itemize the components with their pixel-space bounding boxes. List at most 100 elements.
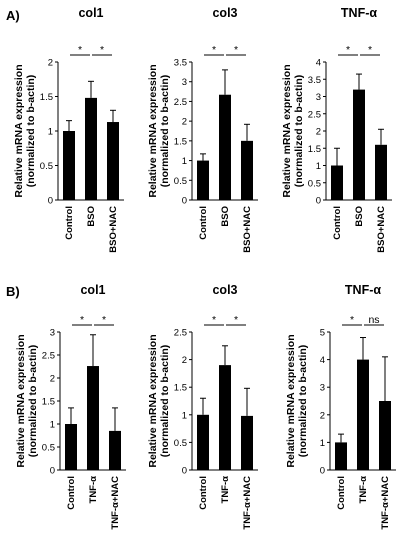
y-axis-label-line: Relative mRNA expression [15,334,27,467]
chart-title: col1 [80,283,105,297]
y-tick-label: 0.5 [174,176,187,187]
y-tick-label: 3.5 [308,75,321,86]
significance-label: * [212,314,216,326]
chart-title: col3 [212,283,237,297]
bar [353,89,365,200]
bar [219,94,231,200]
y-axis-label-line: (normalized to b-actin) [159,75,171,188]
significance-label: * [102,314,106,326]
chart-4: col1 Relative mRNA expression(normalized … [15,283,126,530]
y-tick-label: 1.5 [174,136,187,147]
category-label: BSO+NAC [376,206,387,253]
category-label: TNF-α [220,476,231,504]
y-tick-label: 1 [48,127,53,138]
significance-label: ns [368,314,379,326]
chart-2: col3 Relative mRNA expression(normalized … [147,6,258,253]
y-tick-label: 2.5 [174,328,187,339]
chart-5: col3 Relative mRNA expression(normalized … [147,283,258,530]
y-tick-label: 1 [320,438,325,449]
y-axis-label-line: Relative mRNA expression [13,64,25,197]
y-tick-label: 3 [320,383,325,394]
y-tick-label: 2 [316,127,321,138]
bar [107,122,119,200]
y-axis-label: Relative mRNA expression(normalized to b… [13,64,37,197]
bar [357,359,369,470]
y-tick-label: 3 [316,92,321,103]
category-label: TNF-α [88,476,99,504]
y-tick-label: 2 [48,58,53,69]
y-tick-label: 4 [320,355,325,366]
bar [335,442,347,470]
bar [379,401,391,470]
chart-1: col1 Relative mRNA expression(normalized … [13,6,124,253]
y-tick-label: 5 [320,328,325,339]
y-tick-label: 0.5 [174,438,187,449]
y-tick-label: 3.5 [174,58,187,69]
y-axis-label: Relative mRNA expression(normalized to b… [147,334,171,467]
panel-label-a: A) [6,8,20,23]
y-tick-label: 2 [320,410,325,421]
category-label: TNF-α+NAC [380,476,391,530]
y-tick-label: 4 [316,58,321,69]
bar [241,415,253,470]
significance-label: * [350,314,354,326]
category-label: BSO [354,206,365,227]
y-axis-label-line: Relative mRNA expression [281,64,293,197]
category-label: BSO+NAC [242,206,253,253]
significance-label: * [234,44,238,56]
category-label: BSO [220,206,231,227]
y-axis-label-line: Relative mRNA expression [285,334,297,467]
y-tick-label: 2.5 [42,351,55,362]
category-label: TNF-α+NAC [242,476,253,530]
category-label: BSO+NAC [108,206,119,253]
bar [197,414,209,470]
significance-label: * [212,44,216,56]
y-tick-label: 0 [320,466,325,477]
bar [375,144,387,200]
category-label: Control [332,206,343,240]
chart-title: TNF-α [345,283,381,297]
y-axis-label: Relative mRNA expression(normalized to b… [147,64,171,197]
chart-title: col3 [212,6,237,20]
bar [85,97,97,200]
chart-title: col1 [78,6,103,20]
bar [63,131,75,200]
y-tick-label: 0.5 [40,161,53,172]
bar [331,165,343,200]
y-tick-label: 1.5 [308,144,321,155]
category-label: Control [66,476,77,510]
y-tick-label: 1 [316,161,321,172]
y-axis-label-line: Relative mRNA expression [147,334,159,467]
y-tick-label: 0 [48,196,53,207]
bar [65,424,77,470]
y-axis-label-line: Relative mRNA expression [147,64,159,197]
y-tick-label: 2.5 [174,97,187,108]
y-tick-label: 2 [50,374,55,385]
y-tick-label: 1 [182,410,187,421]
category-label: TNF-α+NAC [110,476,121,530]
category-label: Control [336,476,347,510]
bar [219,365,231,470]
bar [197,160,209,200]
category-label: Control [198,206,209,240]
bar [241,140,253,200]
panel-label-b: B) [6,284,20,299]
category-label: BSO [86,206,97,227]
y-axis-label: Relative mRNA expression(normalized to b… [281,64,305,197]
significance-label: * [80,314,84,326]
y-tick-label: 0 [182,466,187,477]
significance-label: * [234,314,238,326]
y-tick-label: 2.5 [308,109,321,120]
y-tick-label: 3 [50,328,55,339]
y-axis-label: Relative mRNA expression(normalized to b… [15,334,39,467]
y-axis-label: Relative mRNA expression(normalized to b… [285,334,309,467]
y-axis-label-line: (normalized to b-actin) [297,345,309,458]
y-axis-label-line: (normalized to b-actin) [293,75,305,188]
significance-label: * [100,44,104,56]
y-tick-label: 1 [182,156,187,167]
y-tick-label: 0 [50,466,55,477]
y-tick-label: 2 [182,117,187,128]
y-tick-label: 1.5 [40,92,53,103]
y-tick-label: 1.5 [174,383,187,394]
